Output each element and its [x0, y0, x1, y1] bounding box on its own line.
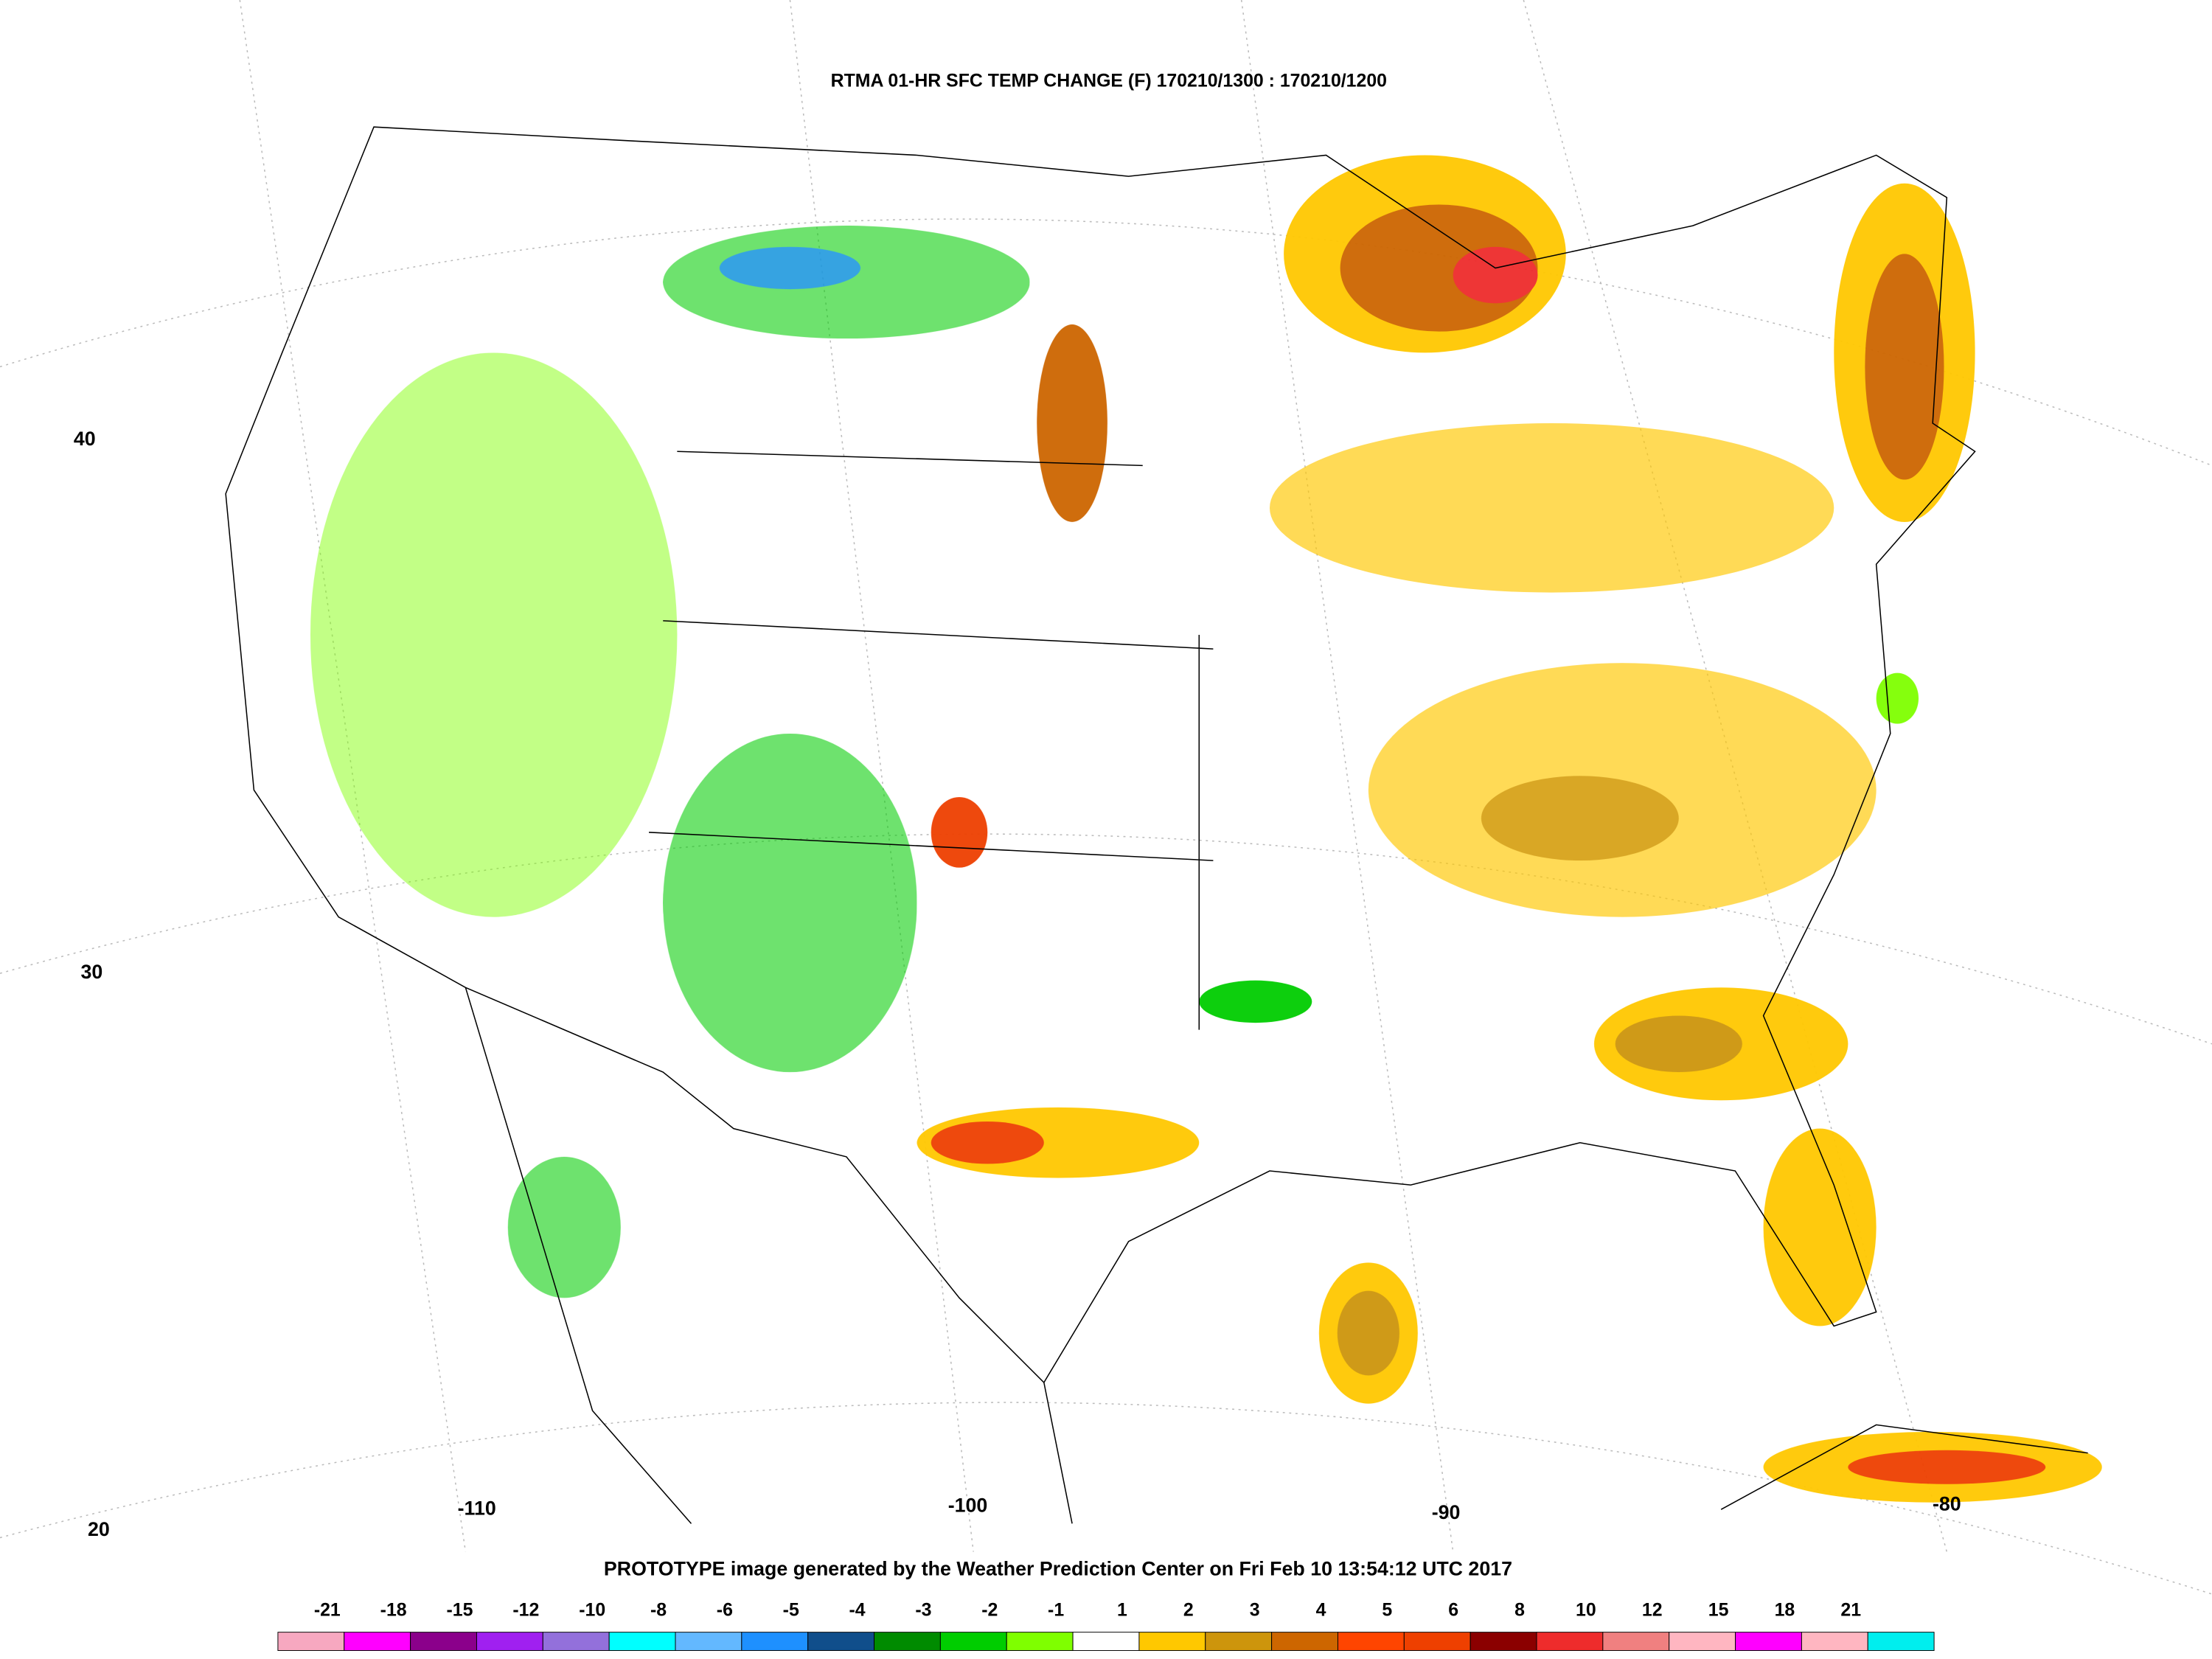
colorbar-box — [807, 1632, 875, 1651]
footer: PROTOTYPE image generated by the Weather… — [604, 1558, 1512, 1580]
lat-label: 20 — [88, 1518, 110, 1540]
colorbar-label: -4 — [849, 1600, 866, 1621]
colorbar-box — [1536, 1632, 1604, 1651]
colorbar-label: 5 — [1382, 1600, 1392, 1621]
colorbar-box — [1470, 1632, 1537, 1651]
colorbar-box — [1271, 1632, 1338, 1651]
colorbar-label: -18 — [380, 1600, 407, 1621]
colorbar-label: -10 — [579, 1600, 605, 1621]
colorbar-box — [608, 1632, 676, 1651]
colorbar-label: -15 — [447, 1600, 473, 1621]
map-title: RTMA 01-HR SFC TEMP CHANGE (F) 170210/13… — [831, 71, 1387, 91]
colorbar-label: 21 — [1840, 1600, 1861, 1621]
colorbar: -21 -18 -15 -12 -10 -8 -6 -5 -4 -3 -2 -1 1 2 3 4 5 6 8 10 12… — [277, 1600, 1935, 1651]
boundaries — [225, 126, 2088, 1524]
lat-label: 30 — [80, 961, 102, 983]
colorbar-label: 15 — [1708, 1600, 1729, 1621]
colorbar-label: 12 — [1642, 1600, 1663, 1621]
colorbar-label: 2 — [1183, 1600, 1194, 1621]
colorbar-box — [1735, 1632, 1802, 1651]
colorbar-box — [1602, 1632, 1670, 1651]
colorbar-box — [277, 1632, 345, 1651]
colorbar-box — [476, 1632, 543, 1651]
temperature-field — [310, 155, 2102, 1503]
lon-label: -100 — [948, 1494, 988, 1516]
lat-label: 40 — [74, 428, 96, 450]
colorbar-box — [741, 1632, 809, 1651]
colorbar-box — [1006, 1632, 1074, 1651]
colorbar-box — [1205, 1632, 1273, 1651]
colorbar-box — [939, 1632, 1007, 1651]
lon-label: -80 — [1933, 1493, 1961, 1515]
colorbar-label: 10 — [1576, 1600, 1596, 1621]
colorbar-label: -6 — [717, 1600, 733, 1621]
colorbar-box — [1669, 1632, 1736, 1651]
colorbar-label: -8 — [650, 1600, 667, 1621]
colorbar-box — [874, 1632, 941, 1651]
colorbar-label: -3 — [915, 1600, 931, 1621]
colorbar-label: 1 — [1117, 1600, 1127, 1621]
colorbar-label: 8 — [1514, 1600, 1525, 1621]
colorbar-box — [675, 1632, 742, 1651]
colorbar-label: -2 — [981, 1600, 998, 1621]
colorbar-box — [1801, 1632, 1868, 1651]
colorbar-box — [344, 1632, 411, 1651]
colorbar-box — [410, 1632, 477, 1651]
colorbar-box — [1867, 1632, 1935, 1651]
colorbar-box — [1138, 1632, 1206, 1651]
axis-labels: 40 30 20 -110 -100 -90 -80 — [74, 428, 1961, 1540]
colorbar-label: 6 — [1448, 1600, 1458, 1621]
lon-label: -110 — [458, 1497, 496, 1519]
colorbar-label: 4 — [1316, 1600, 1326, 1621]
colorbar-label: -21 — [314, 1600, 341, 1621]
lon-label: -90 — [1432, 1501, 1461, 1523]
colorbar-label: -1 — [1048, 1600, 1064, 1621]
colorbar-box — [1337, 1632, 1405, 1651]
colorbar-box — [1072, 1632, 1140, 1651]
graticule — [0, 0, 2212, 1595]
colorbar-label: -5 — [783, 1600, 799, 1621]
colorbar-box — [542, 1632, 610, 1651]
colorbar-label: 18 — [1775, 1600, 1795, 1621]
colorbar-box — [1403, 1632, 1471, 1651]
colorbar-label: -12 — [512, 1600, 539, 1621]
colorbar-label: 3 — [1250, 1600, 1260, 1621]
